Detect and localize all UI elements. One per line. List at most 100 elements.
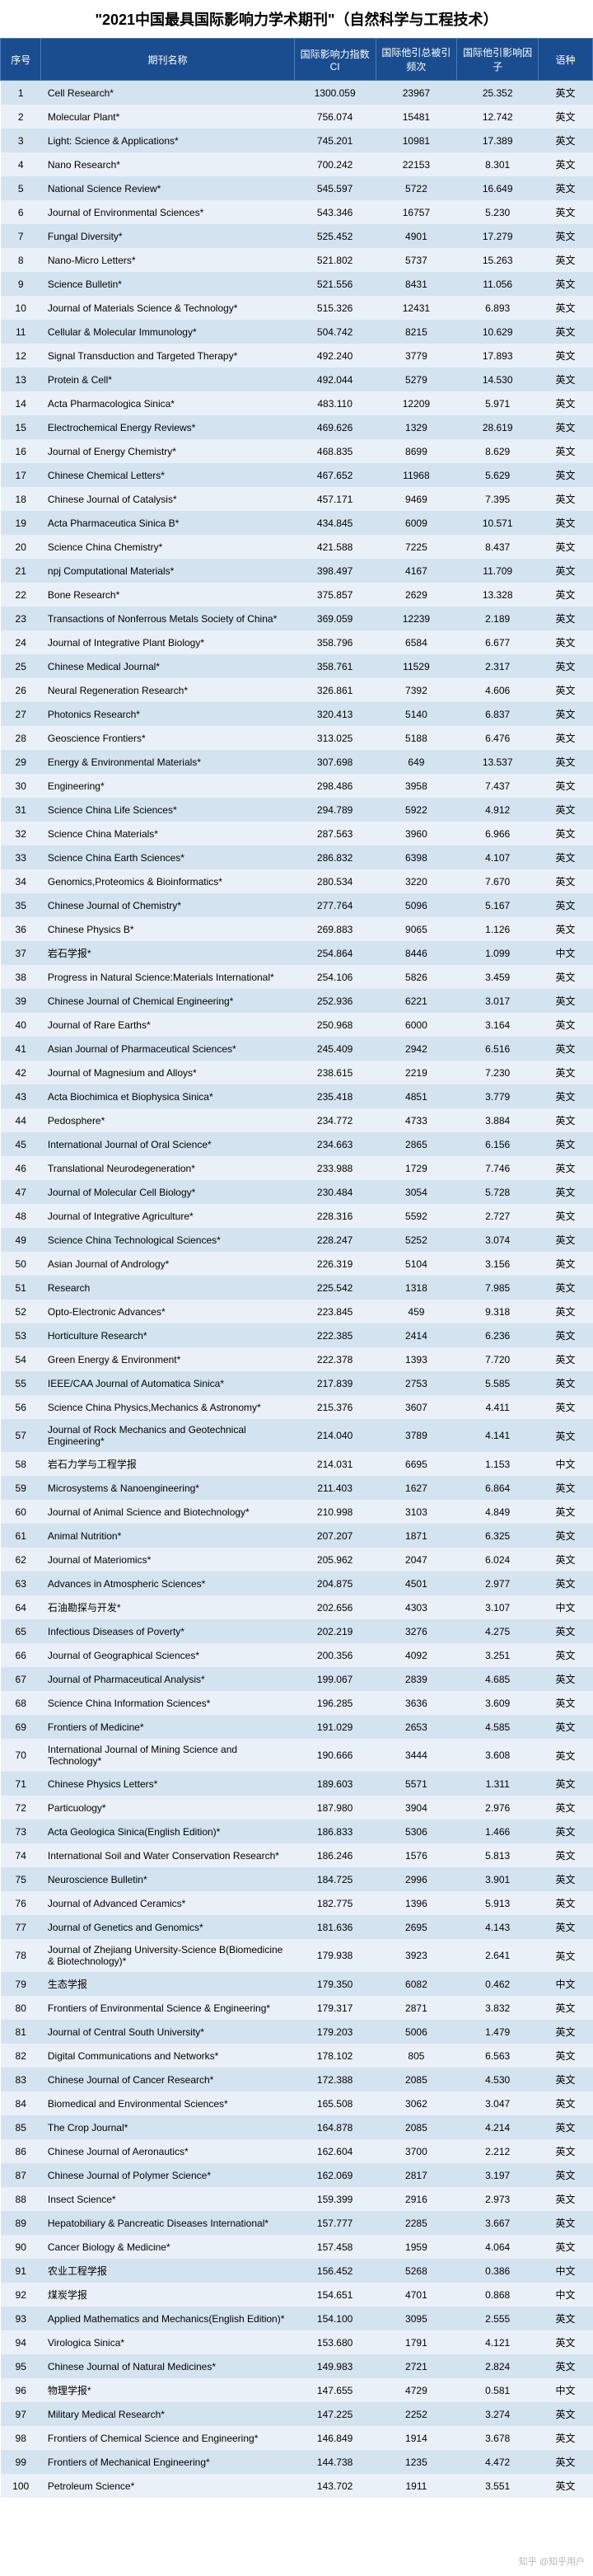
cell-name: 岩石学报*: [41, 941, 294, 965]
table-row: 26Neural Regeneration Research*326.86173…: [1, 678, 593, 702]
cell-lang: 英文: [539, 1867, 593, 1891]
table-row: 38Progress in Natural Science:Materials …: [1, 965, 593, 989]
cell-cited: 2871: [376, 1996, 457, 2020]
table-row: 87Chinese Journal of Polymer Science*162…: [1, 2163, 593, 2187]
cell-name: Science China Life Sciences*: [41, 798, 294, 822]
cell-name: Journal of Central South University*: [41, 2020, 294, 2044]
cell-lang: 英文: [539, 1772, 593, 1796]
cell-name: Horticulture Research*: [41, 1323, 294, 1347]
cell-cited: 2285: [376, 2211, 457, 2235]
cell-lang: 英文: [539, 248, 593, 272]
cell-index: 23: [1, 607, 41, 630]
cell-lang: 英文: [539, 176, 593, 200]
cell-ci: 235.418: [294, 1084, 376, 1108]
cell-lang: 英文: [539, 1619, 593, 1643]
cell-name: Bone Research*: [41, 583, 294, 607]
table-row: 61Animal Nutrition*207.20718716.325英文: [1, 1524, 593, 1548]
cell-if: 2.317: [457, 654, 539, 678]
header-cited: 国际他引总被引频次: [376, 39, 457, 81]
table-row: 54Green Energy & Environment*222.3781393…: [1, 1347, 593, 1371]
cell-ci: 269.883: [294, 917, 376, 941]
cell-name: Photonics Research*: [41, 702, 294, 726]
cell-cited: 12239: [376, 607, 457, 630]
cell-lang: 英文: [539, 487, 593, 511]
cell-cited: 2996: [376, 1867, 457, 1891]
cell-index: 75: [1, 1867, 41, 1891]
cell-lang: 中文: [539, 1595, 593, 1619]
cell-index: 93: [1, 2307, 41, 2330]
cell-ci: 525.452: [294, 224, 376, 248]
cell-if: 4.064: [457, 2235, 539, 2259]
cell-index: 68: [1, 1691, 41, 1715]
cell-ci: 457.171: [294, 487, 376, 511]
cell-cited: 2414: [376, 1323, 457, 1347]
cell-ci: 211.403: [294, 1476, 376, 1500]
table-row: 29Energy & Environmental Materials*307.6…: [1, 750, 593, 774]
cell-lang: 英文: [539, 344, 593, 368]
table-row: 35Chinese Journal of Chemistry*277.76450…: [1, 893, 593, 917]
cell-name: Journal of Materiomics*: [41, 1548, 294, 1571]
cell-index: 33: [1, 845, 41, 869]
header-ci: 国际影响力指数CI: [294, 39, 376, 81]
cell-if: 6.677: [457, 630, 539, 654]
cell-name: IEEE/CAA Journal of Automatica Sinica*: [41, 1371, 294, 1395]
cell-cited: 2916: [376, 2187, 457, 2211]
table-row: 14Acta Pharmacologica Sinica*483.1101220…: [1, 391, 593, 415]
table-row: 7Fungal Diversity*525.452490117.279英文: [1, 224, 593, 248]
cell-index: 53: [1, 1323, 41, 1347]
cell-ci: 191.029: [294, 1715, 376, 1739]
table-row: 32Science China Materials*287.56339606.9…: [1, 822, 593, 845]
table-row: 90Cancer Biology & Medicine*157.45819594…: [1, 2235, 593, 2259]
cell-cited: 3607: [376, 1395, 457, 1419]
cell-if: 5.585: [457, 1371, 539, 1395]
cell-cited: 2047: [376, 1548, 457, 1571]
cell-if: 5.728: [457, 1180, 539, 1204]
cell-ci: 250.968: [294, 1013, 376, 1037]
table-row: 1Cell Research*1300.0592396725.352英文: [1, 81, 593, 105]
table-row: 8Nano-Micro Letters*521.802573715.263英文: [1, 248, 593, 272]
cell-lang: 英文: [539, 224, 593, 248]
table-row: 16Journal of Energy Chemistry*468.835869…: [1, 439, 593, 463]
cell-ci: 230.484: [294, 1180, 376, 1204]
cell-name: Progress in Natural Science:Materials In…: [41, 965, 294, 989]
cell-name: Science China Technological Sciences*: [41, 1228, 294, 1252]
cell-if: 8.629: [457, 439, 539, 463]
cell-name: Pedosphere*: [41, 1108, 294, 1132]
cell-ci: 307.698: [294, 750, 376, 774]
cell-if: 1.466: [457, 1820, 539, 1843]
table-row: 31Science China Life Sciences*294.789592…: [1, 798, 593, 822]
cell-index: 45: [1, 1132, 41, 1156]
cell-ci: 186.246: [294, 1843, 376, 1867]
cell-ci: 179.203: [294, 2020, 376, 2044]
table-row: 10Journal of Materials Science & Technol…: [1, 296, 593, 320]
cell-ci: 178.102: [294, 2044, 376, 2068]
cell-lang: 英文: [539, 535, 593, 559]
cell-cited: 10981: [376, 129, 457, 152]
cell-ci: 358.761: [294, 654, 376, 678]
cell-index: 21: [1, 559, 41, 583]
cell-lang: 英文: [539, 1228, 593, 1252]
cell-if: 2.977: [457, 1571, 539, 1595]
cell-if: 7.985: [457, 1276, 539, 1300]
cell-cited: 5722: [376, 176, 457, 200]
cell-if: 4.143: [457, 1915, 539, 1939]
table-row: 11Cellular & Molecular Immunology*504.74…: [1, 320, 593, 344]
cell-ci: 189.603: [294, 1772, 376, 1796]
cell-cited: 4303: [376, 1595, 457, 1619]
cell-name: Virologica Sinica*: [41, 2330, 294, 2354]
cell-ci: 179.317: [294, 1996, 376, 2020]
cell-index: 84: [1, 2091, 41, 2115]
header-lang: 语种: [539, 39, 593, 81]
cell-ci: 252.936: [294, 989, 376, 1013]
cell-name: Chinese Journal of Cancer Research*: [41, 2068, 294, 2091]
cell-if: 4.275: [457, 1619, 539, 1643]
cell-ci: 153.680: [294, 2330, 376, 2354]
table-row: 45International Journal of Oral Science*…: [1, 1132, 593, 1156]
cell-if: 2.641: [457, 1939, 539, 1972]
journal-ranking-table: 序号 期刊名称 国际影响力指数CI 国际他引总被引频次 国际他引影响因子 语种 …: [0, 38, 593, 2498]
cell-if: 3.779: [457, 1084, 539, 1108]
cell-lang: 英文: [539, 152, 593, 176]
cell-cited: 2721: [376, 2354, 457, 2378]
cell-ci: 172.388: [294, 2068, 376, 2091]
cell-lang: 英文: [539, 2402, 593, 2426]
